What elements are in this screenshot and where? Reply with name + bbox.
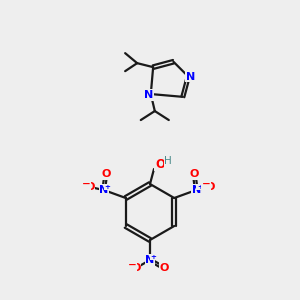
Text: −: −	[81, 179, 90, 189]
Text: O: O	[155, 158, 165, 170]
Text: H: H	[164, 156, 172, 166]
Text: O: O	[190, 169, 199, 179]
Text: N: N	[144, 90, 153, 100]
Text: +: +	[197, 184, 203, 190]
Text: −: −	[202, 179, 211, 189]
Text: +: +	[151, 254, 156, 260]
Text: N: N	[192, 185, 201, 195]
Text: O: O	[131, 263, 141, 273]
Text: O: O	[206, 182, 215, 192]
Text: +: +	[104, 184, 110, 190]
Text: N: N	[146, 255, 154, 265]
Text: N: N	[99, 185, 108, 195]
Text: N: N	[186, 72, 195, 82]
Text: O: O	[159, 263, 169, 273]
Text: O: O	[101, 169, 110, 179]
Text: −: −	[128, 260, 136, 270]
Text: O: O	[85, 182, 94, 192]
